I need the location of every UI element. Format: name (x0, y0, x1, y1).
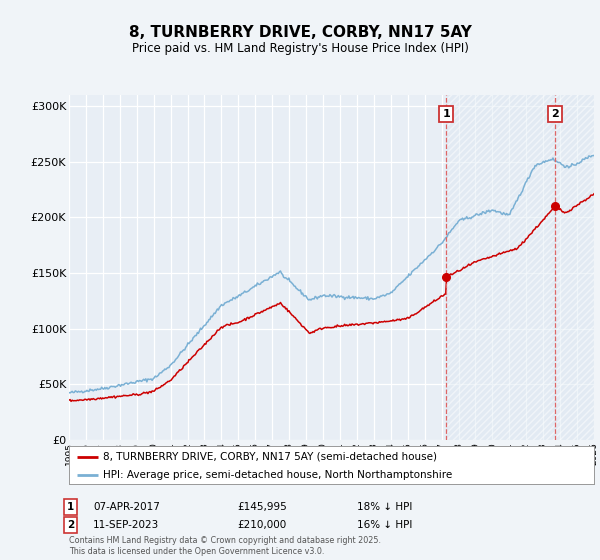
Text: Contains HM Land Registry data © Crown copyright and database right 2025.
This d: Contains HM Land Registry data © Crown c… (69, 536, 381, 556)
Text: 16% ↓ HPI: 16% ↓ HPI (357, 520, 412, 530)
Text: 2: 2 (551, 109, 559, 119)
Text: 1: 1 (67, 502, 74, 512)
Text: 8, TURNBERRY DRIVE, CORBY, NN17 5AY (semi-detached house): 8, TURNBERRY DRIVE, CORBY, NN17 5AY (sem… (103, 452, 437, 462)
Bar (446, 95, 594, 440)
Text: HPI: Average price, semi-detached house, North Northamptonshire: HPI: Average price, semi-detached house,… (103, 470, 452, 480)
Text: 1: 1 (442, 109, 450, 119)
Text: 8, TURNBERRY DRIVE, CORBY, NN17 5AY: 8, TURNBERRY DRIVE, CORBY, NN17 5AY (128, 25, 472, 40)
Text: £210,000: £210,000 (237, 520, 286, 530)
Text: 2: 2 (67, 520, 74, 530)
Text: £145,995: £145,995 (237, 502, 287, 512)
Text: 18% ↓ HPI: 18% ↓ HPI (357, 502, 412, 512)
Text: 07-APR-2017: 07-APR-2017 (93, 502, 160, 512)
Text: 11-SEP-2023: 11-SEP-2023 (93, 520, 159, 530)
Text: Price paid vs. HM Land Registry's House Price Index (HPI): Price paid vs. HM Land Registry's House … (131, 42, 469, 55)
